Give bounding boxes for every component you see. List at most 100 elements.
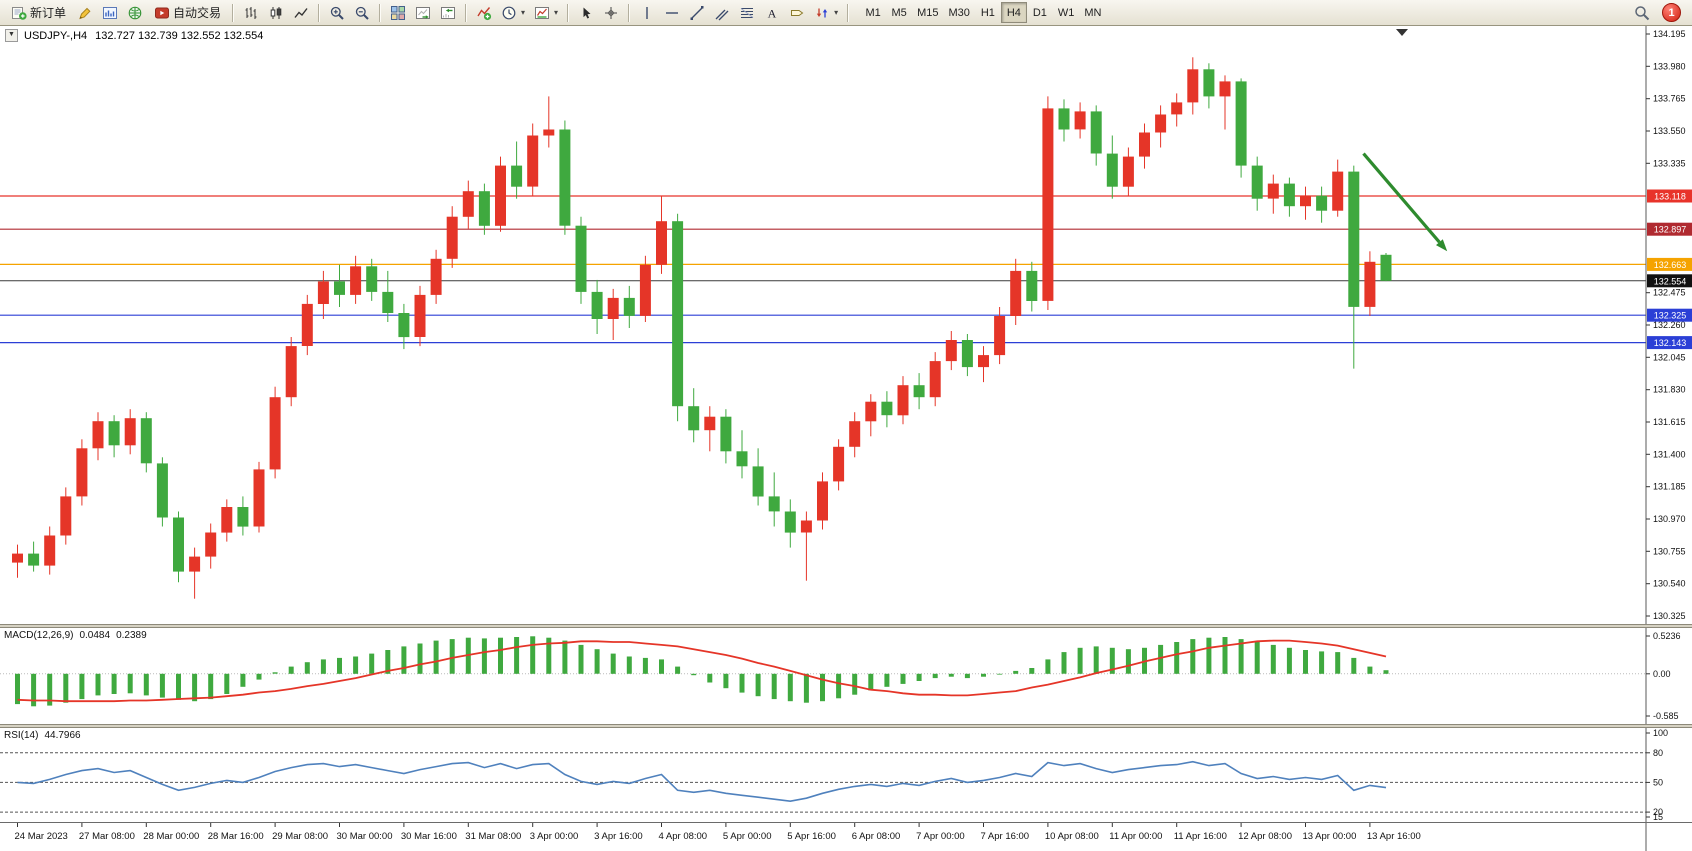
toolbar-right-group: 1 xyxy=(1634,3,1687,22)
panel-splitter[interactable] xyxy=(0,724,1692,728)
price-label-icon xyxy=(791,9,804,16)
main-chart-canvas[interactable]: 134.195 133.980 133.765 133.550 133.335 132.4… xyxy=(0,26,1692,624)
new-order-label: 新订单 xyxy=(30,6,67,20)
zoom-out-icon xyxy=(355,6,369,20)
timeframe-mn[interactable]: MN xyxy=(1079,2,1106,23)
price-label-button[interactable] xyxy=(785,2,809,24)
timeframe-w1[interactable]: W1 xyxy=(1053,2,1080,23)
autoscroll-button[interactable] xyxy=(411,2,435,24)
svg-text:4 Apr 08:00: 4 Apr 08:00 xyxy=(659,831,708,842)
arrows-icon xyxy=(816,8,828,17)
line-chart-button[interactable] xyxy=(289,2,313,24)
trend-arrow[interactable] xyxy=(1362,152,1448,252)
macd-canvas[interactable]: 0.5236 0.00 -0.585 xyxy=(0,628,1692,724)
macd-signal-value: 0.2389 xyxy=(116,630,147,641)
timeframe-d1[interactable]: D1 xyxy=(1027,2,1053,23)
svg-text:132.554: 132.554 xyxy=(1654,276,1687,286)
chart-shift-button[interactable] xyxy=(436,2,460,24)
community-button[interactable] xyxy=(123,2,147,24)
horizontal-line-icon xyxy=(666,11,679,14)
vertical-line-icon xyxy=(646,6,648,19)
svg-text:130.755: 130.755 xyxy=(1653,546,1686,556)
arrows-tool-button[interactable]: ▾ xyxy=(810,2,842,24)
dropdown-caret-icon: ▾ xyxy=(834,7,839,17)
toolbar-separator xyxy=(465,3,468,22)
macd-signal-line xyxy=(17,639,1387,703)
candlestick-button[interactable] xyxy=(264,2,288,24)
periods-button[interactable]: ▾ xyxy=(497,2,529,24)
svg-text:-0.585: -0.585 xyxy=(1653,711,1679,721)
svg-text:130.540: 130.540 xyxy=(1653,579,1686,589)
svg-text:80: 80 xyxy=(1653,748,1663,758)
text-tool-icon: A xyxy=(768,6,777,20)
notification-badge[interactable]: 1 xyxy=(1662,3,1681,22)
rsi-label: RSI(14) 44.7966 xyxy=(4,730,81,741)
crosshair-button[interactable] xyxy=(599,2,623,24)
zoom-out-button[interactable] xyxy=(350,2,374,24)
collapse-icon[interactable]: ▼ xyxy=(5,29,18,42)
trendline-button[interactable] xyxy=(685,2,709,24)
fibonacci-icon xyxy=(740,7,754,18)
timeframe-m15[interactable]: M15 xyxy=(912,2,943,23)
svg-text:30 Mar 16:00: 30 Mar 16:00 xyxy=(401,831,457,842)
svg-text:0.5236: 0.5236 xyxy=(1653,631,1681,641)
timeframe-h4[interactable]: H4 xyxy=(1000,2,1027,23)
svg-text:130.970: 130.970 xyxy=(1653,514,1686,524)
market-watch-button[interactable] xyxy=(98,2,122,24)
timeframe-m30[interactable]: M30 xyxy=(943,2,974,23)
svg-text:30 Mar 00:00: 30 Mar 00:00 xyxy=(337,831,393,842)
timeframe-h1[interactable]: H1 xyxy=(975,2,1001,23)
tile-windows-button[interactable] xyxy=(386,2,410,24)
bar-chart-button[interactable] xyxy=(239,2,263,24)
macd-panel: 0.5236 0.00 -0.585 MACD(12,26,9) 0.0484 0.… xyxy=(0,628,1692,724)
svg-text:11 Apr 16:00: 11 Apr 16:00 xyxy=(1174,831,1227,842)
equidistant-channel-button[interactable] xyxy=(710,2,734,24)
svg-text:15: 15 xyxy=(1653,812,1663,822)
svg-text:133.118: 133.118 xyxy=(1654,191,1686,201)
svg-text:131.400: 131.400 xyxy=(1653,449,1686,459)
svg-text:131.830: 131.830 xyxy=(1653,385,1686,395)
svg-text:31 Mar 08:00: 31 Mar 08:00 xyxy=(465,831,521,842)
svg-text:133.550: 133.550 xyxy=(1653,126,1686,136)
rsi-value: 44.7966 xyxy=(44,730,81,741)
bar-chart-icon xyxy=(245,6,257,19)
cursor-button[interactable] xyxy=(574,2,598,24)
horizontal-line-button[interactable] xyxy=(660,2,684,24)
timeframe-m5[interactable]: M5 xyxy=(886,2,912,23)
svg-text:100: 100 xyxy=(1653,728,1668,738)
metaeditor-icon xyxy=(79,7,91,19)
svg-text:133.980: 133.980 xyxy=(1653,61,1686,71)
templates-button[interactable]: ▾ xyxy=(530,2,562,24)
svg-text:3 Apr 16:00: 3 Apr 16:00 xyxy=(594,831,643,842)
indicators-button[interactable] xyxy=(472,2,496,24)
text-tool-button[interactable]: A xyxy=(760,2,784,24)
macd-label: MACD(12,26,9) 0.0484 0.2389 xyxy=(4,630,147,641)
macd-main-value: 0.0484 xyxy=(79,630,111,641)
new-order-button[interactable]: 新订单 xyxy=(5,2,72,24)
svg-text:132.143: 132.143 xyxy=(1654,338,1687,348)
fibonacci-button[interactable] xyxy=(735,2,759,24)
svg-text:27 Mar 08:00: 27 Mar 08:00 xyxy=(79,831,135,842)
main-chart-panel: 134.195 133.980 133.765 133.550 133.335 132.4… xyxy=(0,26,1692,624)
vertical-line-button[interactable] xyxy=(635,2,659,24)
symbol-period-label: USDJPY-,H4 xyxy=(24,29,88,42)
autotrading-button[interactable]: 自动交易 xyxy=(148,2,227,24)
time-axis-canvas[interactable]: 24 Mar 2023 27 Mar 08:00 28 Mar 00:00 28 Ma… xyxy=(0,823,1692,851)
svg-text:20: 20 xyxy=(1653,807,1663,817)
panel-splitter[interactable] xyxy=(0,624,1692,628)
search-icon[interactable] xyxy=(1634,5,1650,21)
svg-text:5 Apr 16:00: 5 Apr 16:00 xyxy=(787,831,836,842)
toolbar-separator xyxy=(567,3,570,22)
toolbar-separator xyxy=(847,3,850,22)
svg-text:0.00: 0.00 xyxy=(1653,669,1671,679)
main-toolbar: 新订单 自动交易 xyxy=(0,0,1692,26)
zoom-in-button[interactable] xyxy=(325,2,349,24)
metaeditor-button[interactable] xyxy=(73,2,97,24)
market-watch-icon xyxy=(103,6,118,19)
svg-text:6 Apr 08:00: 6 Apr 08:00 xyxy=(852,831,901,842)
svg-text:28 Mar 00:00: 28 Mar 00:00 xyxy=(143,831,199,842)
toolbar-separator xyxy=(628,3,631,22)
crosshair-icon xyxy=(605,6,618,19)
timeframe-m1[interactable]: M1 xyxy=(860,2,886,23)
